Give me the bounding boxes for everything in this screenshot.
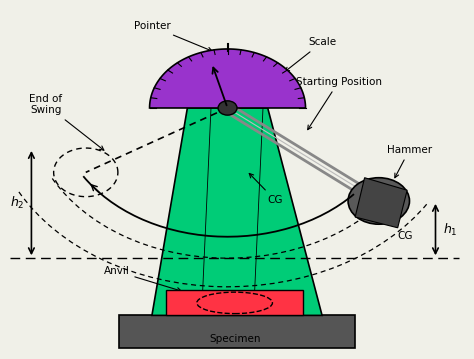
Polygon shape: [152, 108, 322, 316]
Text: Anvil: Anvil: [103, 266, 181, 292]
Text: $h_2$: $h_2$: [10, 195, 25, 211]
Circle shape: [218, 101, 237, 115]
Text: CG: CG: [383, 208, 412, 241]
Text: Starting Position: Starting Position: [296, 77, 382, 130]
Text: $h_1$: $h_1$: [443, 222, 457, 238]
Text: Hammer: Hammer: [387, 145, 432, 178]
FancyBboxPatch shape: [119, 316, 355, 348]
Polygon shape: [150, 49, 306, 108]
Polygon shape: [166, 290, 303, 316]
Text: CG: CG: [249, 173, 283, 205]
Text: End of
Swing: End of Swing: [29, 94, 104, 150]
Text: Specimen: Specimen: [209, 334, 260, 344]
Text: Pointer: Pointer: [134, 21, 212, 51]
Polygon shape: [355, 178, 407, 228]
Text: Scale: Scale: [285, 37, 336, 71]
Circle shape: [348, 178, 410, 224]
